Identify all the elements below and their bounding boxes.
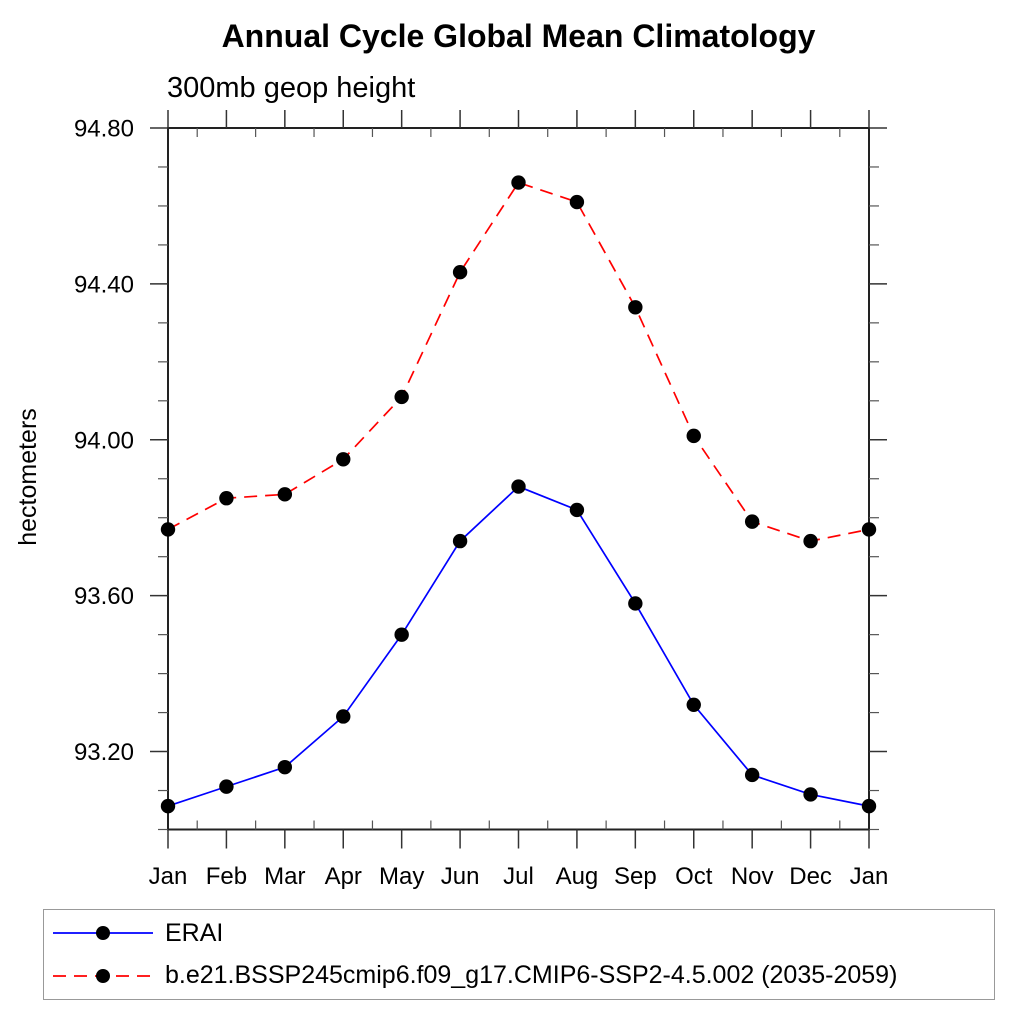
legend-line-sample-dashed [53, 968, 153, 983]
data-point-marker [277, 487, 293, 502]
legend-label-erai: ERAI [165, 918, 224, 947]
x-tick-label: May [379, 863, 424, 890]
data-point-marker [686, 697, 701, 712]
data-point-marker [219, 491, 234, 506]
data-point-marker [803, 787, 818, 802]
data-point-marker [394, 389, 409, 405]
data-point-marker [686, 428, 701, 444]
x-tick-label: Apr [325, 863, 362, 890]
x-tick-label: Dec [789, 863, 832, 890]
legend-label-model: b.e21.BSSP245cmip6.f09_g17.CMIP6-SSP2-4.… [165, 961, 898, 990]
y-tick-label: 93.60 [74, 583, 134, 610]
data-point-marker [569, 194, 585, 210]
y-tick-label: 94.00 [74, 427, 134, 454]
legend-marker-dot-icon [96, 968, 110, 983]
x-tick-label: Mar [264, 863, 305, 890]
y-axis-title: hectometers [14, 408, 42, 546]
data-point-marker [160, 798, 176, 814]
x-tick-label: Oct [675, 863, 713, 890]
x-tick-label: Nov [731, 863, 774, 890]
data-point-marker [336, 709, 351, 724]
y-tick-label: 94.40 [74, 271, 134, 298]
data-point-marker [628, 596, 643, 611]
legend-row-model: b.e21.BSSP245cmip6.f09_g17.CMIP6-SSP2-4.… [49, 959, 994, 993]
x-tick-label: Jan [850, 863, 889, 890]
legend-line-sample-solid [53, 926, 153, 941]
data-point-marker [336, 452, 351, 467]
data-point-marker [744, 514, 760, 529]
x-tick-label: Jun [441, 863, 480, 890]
data-point-marker [160, 522, 176, 537]
data-point-marker [452, 533, 468, 549]
data-point-marker [861, 522, 877, 537]
x-tick-label: Aug [556, 863, 599, 890]
data-point-marker [803, 533, 818, 549]
data-point-marker [511, 479, 526, 494]
x-tick-label: Feb [206, 863, 247, 890]
series-line-0 [167, 485, 870, 807]
legend: ERAI b.e21.BSSP245cmip6.f09_g17.CMIP6-SS… [43, 909, 995, 1000]
data-point-marker [277, 759, 293, 775]
legend-marker-dot-icon [96, 926, 110, 941]
data-point-marker [569, 502, 585, 518]
y-tick-label: 94.80 [74, 116, 134, 143]
data-point-marker [861, 798, 877, 814]
x-tick-label: Jan [149, 863, 188, 890]
data-point-marker [744, 767, 760, 783]
plot-frame [167, 127, 870, 831]
data-point-marker [219, 779, 234, 794]
chart-title: Annual Cycle Global Mean Climatology [221, 18, 816, 54]
data-point-marker [511, 175, 526, 190]
x-tick-label: Jul [503, 863, 534, 890]
legend-row-erai: ERAI [49, 916, 994, 950]
y-tick-label: 93.20 [74, 739, 134, 766]
chart-subtitle: 300mb geop height [167, 72, 416, 104]
data-point-marker [628, 300, 643, 315]
x-tick-label: Sep [614, 863, 657, 890]
data-point-marker [452, 264, 468, 280]
data-point-marker [394, 627, 409, 642]
